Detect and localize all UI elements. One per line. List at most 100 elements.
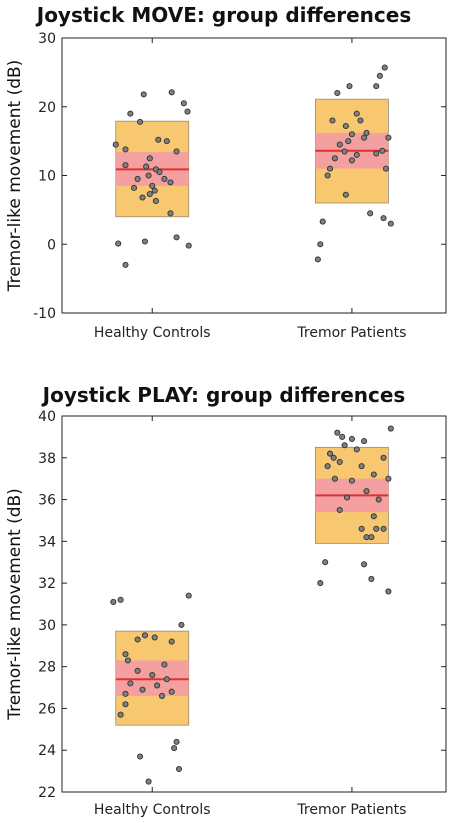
data-point [330, 454, 337, 461]
data-point [376, 72, 383, 79]
data-point [117, 596, 124, 603]
data-point [341, 148, 348, 155]
data-point [324, 463, 331, 470]
y-tick-label: 0 [47, 237, 56, 253]
data-point [387, 425, 394, 432]
data-point [326, 450, 334, 457]
data-point [127, 110, 134, 117]
data-point [331, 155, 338, 162]
data-point [342, 191, 349, 198]
data-point [353, 446, 360, 453]
data-point [115, 240, 122, 247]
data-point [379, 147, 386, 154]
data-point [344, 494, 351, 501]
data-point [163, 138, 170, 145]
data-point [184, 108, 191, 115]
data-point [110, 598, 117, 605]
data-point [319, 218, 326, 225]
data-point [130, 184, 138, 191]
data-point [163, 676, 170, 683]
data-point [348, 477, 355, 484]
data-point [167, 210, 174, 217]
data-point [380, 454, 387, 461]
data-point [368, 534, 375, 541]
y-tick-label: 30 [38, 618, 56, 634]
panel-joystick-play: Joystick PLAY: group differences 22 24 26 28… [5, 383, 447, 818]
data-point [152, 197, 159, 204]
data-point [137, 753, 144, 760]
data-point [345, 138, 352, 145]
data-point [368, 575, 375, 582]
axes-frame [61, 415, 447, 793]
data-point [381, 64, 388, 71]
data-point [161, 175, 168, 182]
data-point [385, 588, 392, 595]
data-point [358, 525, 365, 532]
data-point [363, 488, 370, 495]
data-point [171, 745, 178, 752]
data-point [346, 83, 353, 90]
data-point [380, 215, 387, 222]
data-point [373, 150, 380, 157]
data-point [139, 194, 146, 201]
y-tick-label: 32 [38, 576, 56, 592]
data-point [361, 438, 368, 445]
x-tick-label: Healthy Controls [94, 802, 211, 818]
data-point [122, 146, 129, 153]
data-point [161, 661, 168, 668]
chart-title: Joystick PLAY: group differences [41, 383, 406, 407]
x-tick-label: Tremor Patients [296, 802, 406, 818]
chart-title: Joystick MOVE: group differences [35, 3, 412, 27]
data-point [141, 632, 148, 639]
data-point [122, 701, 129, 708]
y-tick-label: 10 [38, 169, 56, 185]
data-point [373, 525, 380, 532]
data-point [348, 157, 355, 164]
data-point [140, 91, 147, 98]
data-point [146, 155, 153, 162]
data-point [122, 690, 129, 697]
y-tick-label: 24 [38, 743, 56, 759]
data-point [137, 118, 144, 125]
y-tick-label: 40 [38, 409, 56, 425]
data-point [175, 765, 183, 773]
sem-box [115, 660, 189, 696]
data-point [353, 110, 360, 117]
data-point [348, 435, 355, 443]
data-point [151, 187, 158, 194]
y-tick-label: 28 [38, 660, 56, 676]
y-tick-label: -10 [33, 306, 56, 322]
panel-joystick-move: Joystick MOVE: group differences -10 0 10 20… [5, 3, 447, 341]
data-point [314, 256, 321, 263]
y-tick-label: 20 [38, 100, 56, 116]
data-point [367, 210, 374, 217]
data-point [134, 667, 141, 674]
data-point [173, 738, 180, 745]
data-point [185, 592, 192, 599]
data-point [370, 513, 377, 520]
data-point [112, 141, 119, 148]
data-point [361, 561, 368, 568]
data-point [167, 179, 174, 186]
data-point [122, 261, 129, 268]
y-tick-label: 36 [38, 493, 56, 509]
data-point [134, 636, 141, 643]
data-point [336, 506, 343, 514]
data-point [329, 117, 336, 124]
data-point [185, 242, 192, 249]
y-axis-label: Tremor-like movement (dB) [5, 60, 25, 293]
data-point [361, 134, 368, 141]
data-point [382, 165, 390, 172]
data-point [336, 141, 343, 148]
data-point [324, 172, 331, 179]
data-point [149, 671, 156, 679]
data-point [141, 238, 148, 245]
data-point [357, 117, 364, 124]
data-point [358, 463, 365, 470]
y-tick-label: 34 [38, 534, 56, 550]
data-point [122, 651, 129, 658]
data-point [322, 559, 329, 566]
data-point [149, 182, 156, 189]
x-tick-label: Tremor Patients [296, 325, 406, 341]
